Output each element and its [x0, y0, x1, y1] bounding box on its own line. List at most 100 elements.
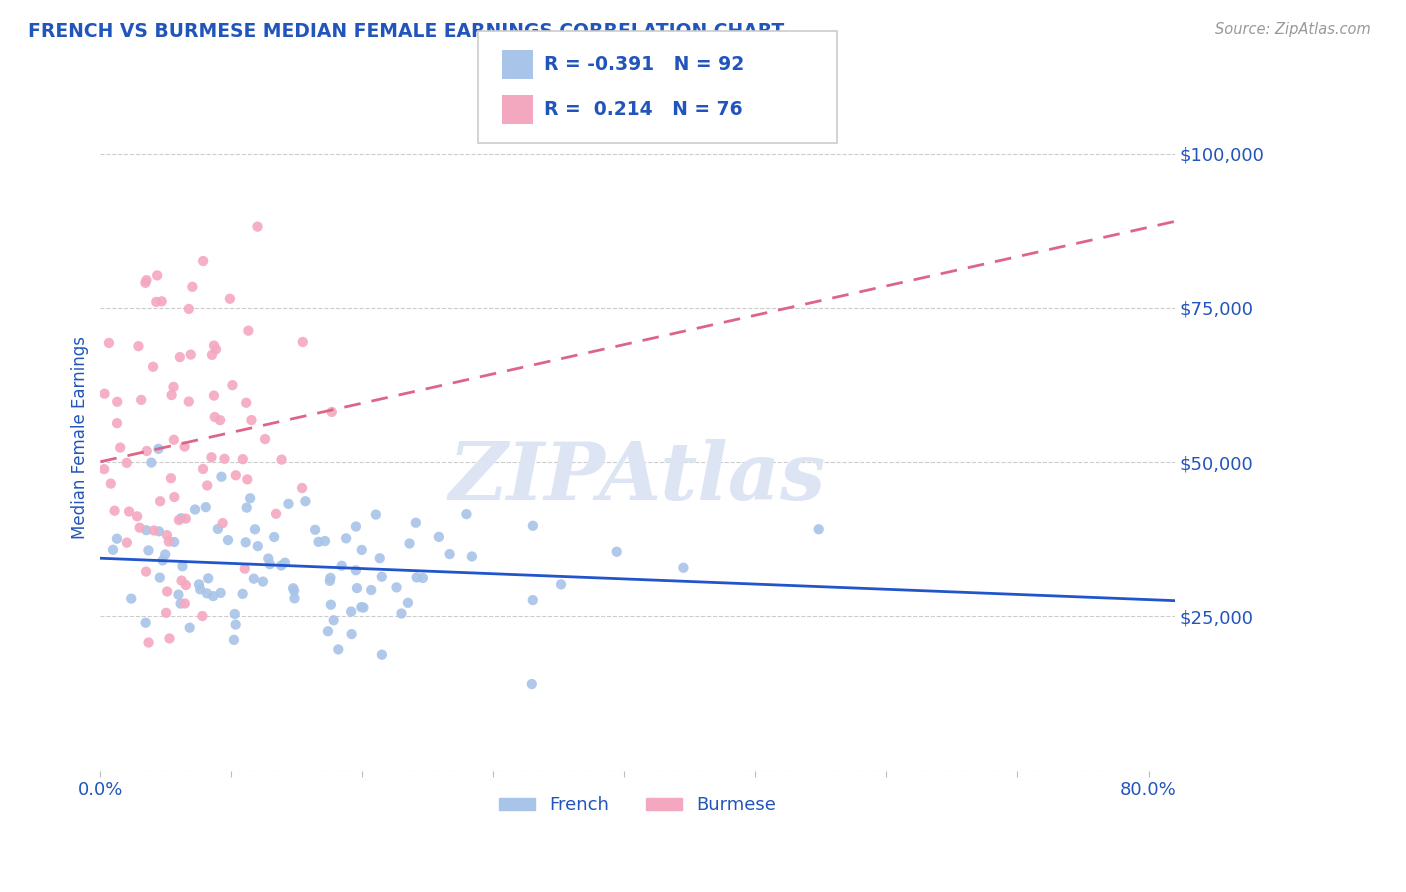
- Point: [128, 521, 150, 535]
- Point: [221, 378, 243, 392]
- Point: [236, 472, 259, 486]
- Point: [396, 596, 419, 610]
- Point: [235, 396, 257, 410]
- Point: [191, 609, 214, 624]
- Point: [807, 522, 830, 536]
- Point: [308, 534, 330, 549]
- Point: [238, 324, 260, 338]
- Point: [211, 516, 233, 530]
- Point: [291, 334, 314, 349]
- Point: [188, 582, 211, 597]
- Text: Source: ZipAtlas.com: Source: ZipAtlas.com: [1215, 22, 1371, 37]
- Point: [105, 416, 128, 430]
- Point: [93, 462, 115, 476]
- Point: [371, 570, 394, 584]
- Point: [219, 292, 242, 306]
- Point: [163, 535, 186, 549]
- Point: [191, 254, 214, 268]
- Point: [259, 558, 281, 572]
- Point: [204, 409, 226, 424]
- Point: [672, 561, 695, 575]
- Point: [405, 516, 427, 530]
- Point: [304, 523, 326, 537]
- Point: [254, 432, 277, 446]
- Point: [225, 617, 247, 632]
- Point: [205, 343, 228, 357]
- Point: [149, 571, 172, 585]
- Point: [200, 450, 222, 465]
- Point: [129, 392, 152, 407]
- Point: [93, 386, 115, 401]
- Point: [340, 627, 363, 641]
- Point: [162, 380, 184, 394]
- Point: [427, 530, 450, 544]
- Point: [274, 556, 297, 570]
- Point: [235, 500, 257, 515]
- Point: [350, 542, 373, 557]
- Point: [163, 433, 186, 447]
- Point: [211, 469, 233, 483]
- Point: [461, 549, 484, 564]
- Point: [321, 405, 343, 419]
- Point: [225, 468, 247, 483]
- Point: [398, 536, 420, 550]
- Point: [246, 539, 269, 553]
- Point: [135, 273, 157, 287]
- Point: [281, 581, 304, 595]
- Point: [194, 500, 217, 515]
- Point: [277, 497, 299, 511]
- Point: [138, 635, 160, 649]
- Point: [173, 597, 195, 611]
- Point: [217, 533, 239, 547]
- Point: [177, 394, 200, 409]
- Point: [173, 440, 195, 454]
- Point: [606, 545, 628, 559]
- Point: [98, 335, 121, 350]
- Point: [222, 632, 245, 647]
- Point: [180, 348, 202, 362]
- Point: [439, 547, 461, 561]
- Point: [181, 280, 204, 294]
- Y-axis label: Median Female Earnings: Median Female Earnings: [72, 336, 89, 539]
- Text: ZIPAtlas: ZIPAtlas: [449, 439, 827, 516]
- Point: [115, 535, 138, 549]
- Point: [346, 581, 368, 595]
- Point: [202, 389, 225, 403]
- Point: [522, 593, 544, 607]
- Point: [232, 587, 254, 601]
- Point: [195, 478, 218, 492]
- Point: [105, 532, 128, 546]
- Point: [263, 530, 285, 544]
- Point: [135, 565, 157, 579]
- Point: [235, 535, 257, 549]
- Point: [108, 441, 131, 455]
- Point: [360, 582, 382, 597]
- Point: [224, 607, 246, 621]
- Point: [135, 615, 157, 630]
- Point: [145, 294, 167, 309]
- Point: [283, 583, 305, 598]
- Point: [195, 586, 218, 600]
- Point: [170, 511, 193, 525]
- Point: [319, 574, 342, 588]
- Point: [142, 524, 165, 538]
- Point: [167, 588, 190, 602]
- Point: [149, 494, 172, 508]
- Point: [257, 551, 280, 566]
- Point: [364, 508, 387, 522]
- Point: [146, 268, 169, 283]
- Point: [209, 413, 232, 427]
- Point: [160, 388, 183, 402]
- Point: [328, 642, 350, 657]
- Point: [118, 504, 141, 518]
- Point: [100, 476, 122, 491]
- Point: [174, 511, 197, 525]
- Point: [344, 563, 367, 577]
- Point: [152, 553, 174, 567]
- Point: [191, 462, 214, 476]
- Point: [172, 559, 194, 574]
- Point: [101, 542, 124, 557]
- Point: [214, 451, 236, 466]
- Point: [135, 444, 157, 458]
- Point: [201, 348, 224, 362]
